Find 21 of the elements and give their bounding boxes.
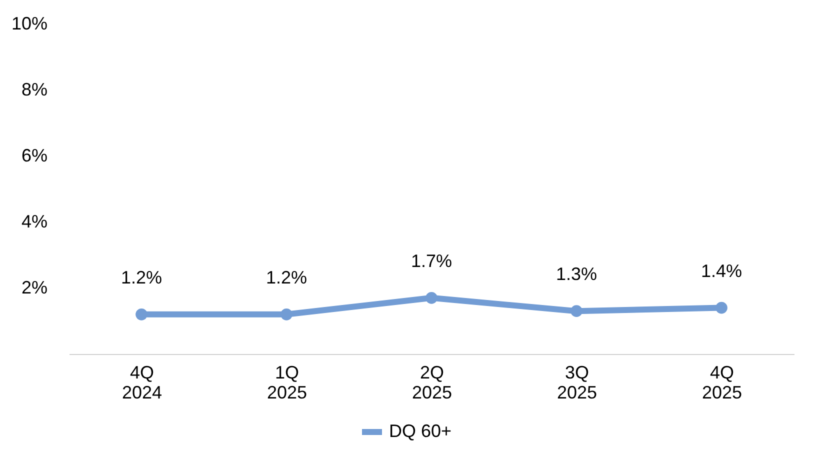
y-tick-label: 10%	[11, 14, 48, 34]
point	[136, 308, 148, 320]
y-tick-label: 8%	[21, 80, 48, 100]
y-tick-label: 2%	[21, 278, 48, 298]
y-tick-label: 6%	[21, 146, 48, 166]
legend-label: DQ 60+	[389, 421, 452, 441]
x-tick-label: 3Q 2025	[556, 362, 598, 402]
x-tick-label: 4Q 2025	[702, 362, 742, 402]
x-tick-label: 4Q 2024	[122, 362, 162, 402]
point	[570, 305, 582, 318]
data-label: 1.3%	[556, 264, 598, 284]
data-label: 1.7%	[410, 250, 452, 271]
point	[426, 292, 438, 304]
point	[280, 308, 292, 320]
data-label: 1.2%	[266, 267, 308, 288]
y-tick-label: 4%	[21, 212, 48, 232]
x-tick-label: 2Q 2025	[412, 362, 452, 402]
point	[716, 302, 728, 314]
data-label: 1.2%	[120, 267, 162, 288]
x-tick-label: 1Q 2025	[266, 362, 308, 402]
data-label: 1.4%	[700, 260, 742, 281]
